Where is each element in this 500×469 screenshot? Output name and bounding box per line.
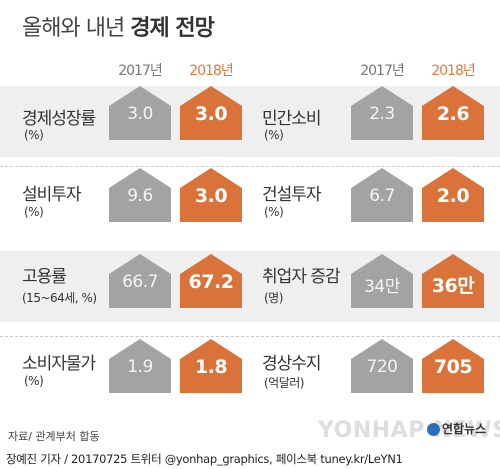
house-shape [180, 86, 242, 140]
house-account-2018: 705 [420, 337, 486, 395]
page-title: 올해와 내년 경제 전망 [22, 10, 215, 42]
house-facility-2018: 3.0 [178, 166, 244, 224]
house-employment-2018: 67.2 [178, 252, 244, 310]
house-jobs-2017: 34만 [349, 252, 415, 310]
house-construction-2017: 6.7 [349, 166, 415, 224]
house-shape [180, 339, 242, 393]
house-shape [351, 86, 413, 140]
value-consumption-2017: 2.3 [369, 104, 395, 124]
value-gdp-2017: 3.0 [127, 104, 153, 124]
watermark: YONHAP NEWS [318, 418, 500, 443]
house-shape [109, 86, 171, 140]
unit-private-consumption: (%) [264, 128, 284, 142]
house-employment-2017: 66.7 [107, 252, 173, 310]
value-consumption-2018: 2.6 [436, 103, 470, 125]
unit-current-account: (억달러) [264, 376, 304, 390]
house-shape [422, 339, 484, 393]
value-account-2017: 720 [366, 357, 398, 377]
unit-consumer-prices: (%) [24, 374, 44, 388]
row-divider [0, 336, 500, 337]
label-employment-rate: 고용률 [22, 267, 67, 287]
year-2018-left: 2018년 [189, 63, 234, 79]
house-consumption-2018: 2.6 [420, 84, 486, 142]
label-facility-investment: 설비투자 [22, 185, 82, 205]
logo: 연합뉴스 [427, 420, 486, 437]
label-jobs-change: 취업자 증감 [262, 267, 341, 287]
house-shape [180, 168, 242, 222]
house-jobs-2018: 36만 [420, 252, 486, 310]
house-shape [351, 254, 413, 308]
row-divider [0, 166, 500, 167]
year-2017-right: 2017년 [360, 63, 405, 79]
label-current-account: 경상수지 [262, 354, 322, 374]
logo-icon [427, 423, 440, 436]
value-jobs-2018: 36만 [431, 275, 475, 297]
value-account-2018: 705 [433, 356, 473, 378]
value-facility-2018: 3.0 [194, 185, 228, 207]
label-construction-investment: 건설투자 [262, 185, 322, 205]
house-gdp-2018: 3.0 [178, 84, 244, 142]
label-private-consumption: 민간소비 [262, 109, 322, 129]
unit-facility-investment: (%) [24, 205, 44, 219]
house-gdp-2017: 3.0 [107, 84, 173, 142]
year-2017-left: 2017년 [118, 63, 163, 79]
unit-employment-rate: (15~64세, %) [22, 291, 97, 305]
house-account-2017: 720 [349, 337, 415, 395]
house-shape [351, 339, 413, 393]
credit-line: 장예진 기자 / 20170725 트위터 @yonhap_graphics, … [6, 452, 403, 466]
house-facility-2017: 9.6 [107, 166, 173, 224]
unit-gdp-growth: (%) [24, 128, 44, 142]
title-bold: 경제 전망 [130, 16, 215, 41]
source-note: 자료/ 관계부처 합동 [8, 430, 100, 443]
house-shape [109, 168, 171, 222]
house-shape [109, 254, 171, 308]
value-employment-2017: 66.7 [122, 272, 158, 292]
house-shape [180, 254, 242, 308]
row-band-3 [0, 251, 500, 322]
label-gdp-growth: 경제성장률 [22, 109, 96, 129]
house-prices-2017: 1.9 [107, 337, 173, 395]
label-consumer-prices: 소비자물가 [22, 354, 96, 374]
value-employment-2018: 67.2 [188, 271, 234, 293]
unit-construction-investment: (%) [264, 205, 284, 219]
logo-text: 연합뉴스 [442, 422, 487, 436]
house-shape [109, 339, 171, 393]
unit-jobs-change: (명) [264, 291, 283, 305]
house-shape [422, 168, 484, 222]
value-gdp-2018: 3.0 [194, 103, 228, 125]
year-2018-right: 2018년 [431, 63, 476, 79]
house-construction-2018: 2.0 [420, 166, 486, 224]
value-prices-2017: 1.9 [127, 357, 153, 377]
house-consumption-2017: 2.3 [349, 84, 415, 142]
house-prices-2018: 1.8 [178, 337, 244, 395]
row-band-1 [0, 86, 500, 157]
title-light: 올해와 내년 [22, 16, 125, 41]
value-construction-2018: 2.0 [436, 185, 470, 207]
house-shape [351, 168, 413, 222]
house-shape [422, 254, 484, 308]
value-construction-2017: 6.7 [369, 186, 395, 206]
value-facility-2017: 9.6 [127, 186, 153, 206]
house-shape [422, 86, 484, 140]
value-prices-2018: 1.8 [194, 356, 228, 378]
value-jobs-2017: 34만 [364, 277, 400, 297]
